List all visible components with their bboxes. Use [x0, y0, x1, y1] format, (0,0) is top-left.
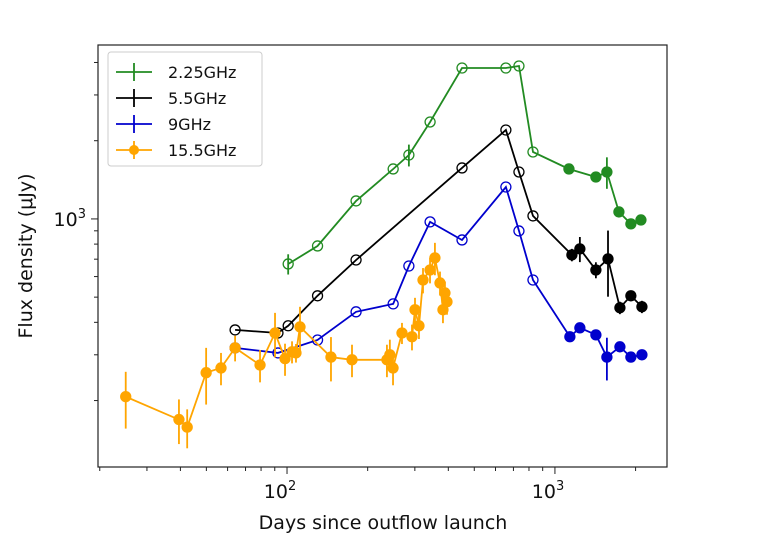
legend-label-9ghz: 9GHz [168, 115, 211, 134]
data-point-2-25ghz [590, 171, 602, 183]
data-point-9ghz [564, 331, 576, 343]
data-point-5-5ghz [625, 290, 637, 302]
data-point-5-5ghz [574, 243, 586, 255]
data-point-15-5ghz [279, 352, 291, 365]
data-point-15-5ghz [120, 391, 132, 403]
data-point-15-5ghz [294, 321, 306, 333]
data-point-2-25ghz [601, 166, 613, 178]
data-point-15-5ghz [173, 413, 185, 426]
x-axis-label: Days since outflow launch [259, 512, 508, 534]
data-point-2-25ghz [311, 240, 324, 252]
data-point-15-5ghz [387, 362, 399, 374]
data-point-2-25ghz [424, 116, 436, 128]
data-point-9ghz [387, 298, 399, 310]
axis-ticks [91, 61, 637, 474]
legend-label-5-5ghz: 5.5GHz [168, 89, 226, 108]
data-point-15-5ghz [269, 327, 281, 339]
data-point-15-5ghz [200, 367, 212, 379]
data-point-15-5ghz [290, 347, 302, 359]
data-point-2-25ghz [282, 258, 294, 270]
data-point-15-5ghz [409, 304, 421, 316]
data-point-5-5ghz [500, 124, 512, 136]
data-point-9ghz [590, 329, 602, 341]
data-point-2-25ghz [563, 163, 575, 175]
data-point-5-5ghz [350, 254, 362, 266]
data-point-9ghz [527, 274, 539, 286]
data-point-2-25ghz [403, 149, 415, 161]
series-line-15-5ghz [125, 254, 448, 429]
series-line-2-25ghz [287, 64, 642, 265]
data-point-15-5ghz [417, 274, 429, 286]
data-point-5-5ghz [614, 302, 626, 314]
data-point-9ghz [601, 351, 613, 363]
x-tick-label-100: 102 [264, 479, 296, 503]
data-point-5-5ghz [566, 249, 578, 261]
data-point-5-5ghz [513, 166, 525, 178]
data-point-2-25ghz [527, 146, 539, 158]
data-point-15-5ghz [254, 359, 266, 371]
data-point-2-25ghz [350, 195, 362, 207]
data-point-15-5ghz [429, 252, 441, 264]
data-point-5-5ghz [282, 320, 294, 332]
data-point-2-25ghz [500, 62, 512, 74]
data-point-15-5ghz [181, 421, 193, 433]
data-point-9ghz [456, 234, 468, 246]
legend: 2.25GHz 5.5GHz 9GHz 15.5GHz [107, 51, 263, 167]
data-point-15-5ghz [424, 264, 436, 276]
data-point-2-25ghz [635, 214, 647, 226]
data-point-9ghz [500, 181, 512, 193]
series-line-5-5ghz [235, 128, 643, 334]
legend-box [107, 51, 263, 167]
data-point-9ghz [625, 351, 637, 363]
data-point-2-25ghz [625, 218, 637, 230]
data-point-5-5ghz [527, 210, 539, 222]
data-point-15-5ghz [229, 342, 241, 354]
legend-label-2-25ghz: 2.25GHz [168, 63, 236, 82]
data-point-15-5ghz [346, 354, 358, 366]
x-tick-label-1000: 103 [532, 479, 564, 503]
y-axis-label: Flux density (μJy) [15, 174, 37, 339]
data-point-2-25ghz [456, 62, 468, 74]
data-point-15-5ghz [434, 277, 446, 289]
data-point-5-5ghz [456, 162, 468, 174]
data-point-15-5ghz [413, 320, 425, 332]
data-point-9ghz [350, 306, 362, 318]
legend-marker-15-5ghz [129, 145, 139, 155]
data-point-15-5ghz [325, 351, 337, 363]
data-point-9ghz [614, 341, 626, 353]
y-tick-label-1000: 103 [54, 207, 86, 231]
data-point-5-5ghz [636, 301, 648, 313]
data-point-2-25ghz [387, 163, 399, 175]
data-point-9ghz [424, 216, 436, 228]
data-point-5-5ghz [602, 253, 614, 265]
data-point-15-5ghz [441, 296, 453, 308]
data-point-9ghz [513, 225, 525, 237]
data-point-5-5ghz [311, 290, 324, 302]
legend-label-15-5ghz: 15.5GHz [168, 141, 236, 160]
chart-marks [120, 60, 648, 449]
data-point-5-5ghz [229, 324, 241, 336]
data-point-2-25ghz [513, 60, 525, 72]
data-point-15-5ghz [215, 362, 227, 374]
data-point-9ghz [636, 349, 648, 361]
data-point-15-5ghz [406, 331, 418, 343]
data-point-15-5ghz [396, 327, 408, 339]
data-point-9ghz [403, 260, 415, 272]
plot-frame [97, 44, 668, 468]
data-point-5-5ghz [590, 264, 602, 276]
data-point-9ghz [574, 322, 586, 334]
data-point-2-25ghz [613, 206, 625, 218]
